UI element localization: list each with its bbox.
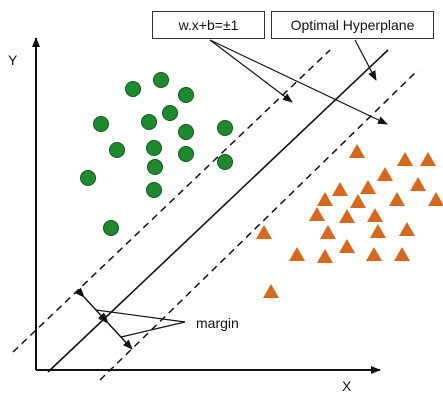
class-b-triangle <box>360 180 376 194</box>
hyperplane-label: Optimal Hyperplane <box>290 17 415 33</box>
class-b-triangle <box>370 224 386 238</box>
class-a-circle <box>217 120 233 136</box>
class-b-points <box>256 144 443 298</box>
class-b-triangle <box>349 144 365 158</box>
class-b-triangle <box>309 207 325 221</box>
class-a-circle <box>146 140 162 156</box>
class-a-circle <box>141 114 157 130</box>
class-a-circle <box>93 116 109 132</box>
equation-label: w.x+b=±1 <box>178 17 239 33</box>
class-b-triangle <box>389 192 405 206</box>
class-a-circle <box>178 87 194 103</box>
class-b-triangle <box>366 247 382 261</box>
class-a-circle <box>178 146 194 162</box>
lower-margin-line <box>99 69 419 381</box>
margin-callout-1 <box>95 309 186 323</box>
class-a-circle <box>147 159 163 175</box>
equation-callout-2 <box>209 39 388 125</box>
class-a-circle <box>103 220 119 236</box>
class-b-triangle <box>397 152 413 166</box>
upper-margin-line <box>12 49 331 353</box>
class-b-triangle <box>420 152 436 166</box>
class-b-triangle <box>256 225 272 239</box>
x-axis-label: X <box>342 378 352 394</box>
class-a-circle <box>178 124 194 140</box>
y-axis-label: Y <box>8 52 18 68</box>
margin-arrow-1 <box>74 287 108 323</box>
class-b-triangle <box>332 182 348 196</box>
margin-arrow-2 <box>98 313 133 350</box>
class-b-triangle <box>399 222 415 236</box>
class-b-triangle <box>317 249 333 263</box>
class-b-triangle <box>263 284 279 298</box>
class-b-triangle <box>339 239 355 253</box>
equation-callout-1 <box>209 39 293 103</box>
class-a-circle <box>80 170 96 186</box>
class-a-circle <box>146 182 162 198</box>
hyperplane-callout <box>354 39 377 81</box>
class-a-circle <box>109 142 125 158</box>
hyperplane-label-box: Optimal Hyperplane <box>271 11 434 39</box>
class-b-triangle <box>320 225 336 239</box>
class-b-triangle <box>428 192 443 206</box>
class-a-circle <box>125 81 141 97</box>
margin-callout-2 <box>120 321 186 338</box>
equation-label-box: w.x+b=±1 <box>152 11 265 39</box>
class-b-triangle <box>394 247 410 261</box>
class-a-points <box>80 72 233 236</box>
class-b-triangle <box>289 247 305 261</box>
class-b-triangle <box>339 209 355 223</box>
class-b-triangle <box>367 208 383 222</box>
class-b-triangle <box>410 177 426 191</box>
class-a-circle <box>162 105 178 121</box>
class-b-triangle <box>317 192 333 206</box>
class-a-circle <box>217 154 233 170</box>
class-b-triangle <box>377 167 393 181</box>
class-b-triangle <box>350 194 366 208</box>
class-a-circle <box>153 72 169 88</box>
margin-label: margin <box>196 315 239 331</box>
